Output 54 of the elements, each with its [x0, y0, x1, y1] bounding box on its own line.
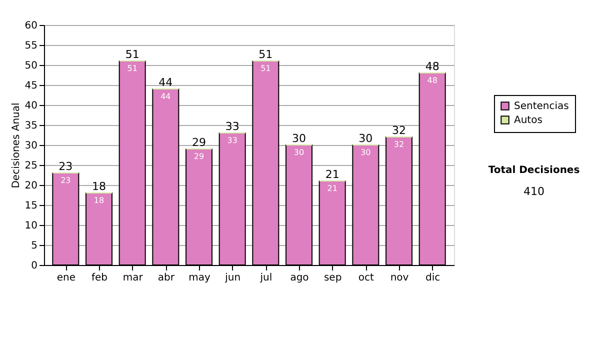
total-label: 30	[292, 132, 306, 145]
legend-label: Sentencias	[514, 101, 569, 112]
total-label: 29	[192, 136, 206, 149]
text: Total Decisiones	[488, 165, 580, 176]
data-label: 29	[194, 152, 204, 161]
total-label: 44	[158, 76, 173, 89]
total-label: 32	[392, 124, 406, 137]
total-label: 21	[325, 168, 340, 181]
y-tick-label: 60	[24, 20, 38, 32]
data-label: 21	[327, 184, 338, 193]
x-tick-label: dic	[426, 272, 440, 284]
y-axis-title: Decisiones Anual	[10, 102, 22, 188]
y-tick-label: 40	[24, 100, 38, 112]
total-label: 51	[258, 48, 273, 61]
x-tick-label: sep	[324, 272, 342, 284]
data-label: 33	[227, 136, 238, 145]
data-label: 51	[127, 64, 138, 73]
x-tick-label: oct	[358, 272, 374, 284]
legend-label: Autos	[514, 115, 542, 126]
data-label: 48	[427, 76, 438, 85]
data-label: 23	[60, 176, 71, 185]
y-tick-label: 25	[24, 160, 38, 172]
y-tick-label: 30	[24, 140, 38, 152]
x-tick-label: jun	[224, 272, 241, 284]
total-label: 23	[58, 160, 73, 173]
x-tick-label: may	[188, 272, 210, 284]
y-tick-label: 0	[31, 260, 38, 272]
total-label: 18	[92, 180, 106, 193]
y-tick-label: 35	[24, 120, 38, 132]
x-tick-label: ago	[290, 272, 309, 284]
total-label: 30	[358, 132, 373, 145]
total-label: 48	[425, 60, 440, 73]
data-label: 18	[94, 196, 104, 205]
y-tick-label: 15	[24, 200, 38, 212]
total-label: 51	[125, 48, 140, 61]
y-tick-label: 10	[24, 220, 38, 232]
y-tick-label: 20	[24, 180, 38, 192]
x-tick-label: nov	[390, 272, 409, 284]
x-tick-label: jul	[259, 272, 272, 284]
x-tick-label: feb	[91, 272, 108, 284]
data-label: 30	[360, 148, 371, 157]
data-label: 32	[394, 140, 404, 149]
data-label: 44	[160, 92, 171, 101]
x-tick-label: abr	[158, 272, 176, 284]
x-tick-label: ene	[56, 272, 76, 284]
data-label: 30	[294, 148, 304, 157]
total-label: 33	[225, 120, 240, 133]
text: 410	[524, 185, 544, 198]
x-tick-label: mar	[122, 272, 144, 284]
y-tick-label: 55	[24, 40, 38, 52]
y-tick-label: 5	[31, 240, 38, 252]
y-tick-label: 50	[24, 60, 38, 72]
data-label: 51	[260, 64, 271, 73]
y-tick-label: 45	[24, 80, 38, 92]
